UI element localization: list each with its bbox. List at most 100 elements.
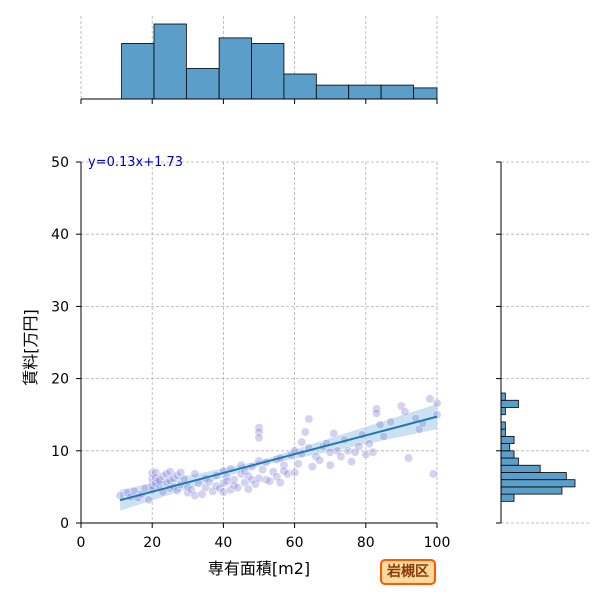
top-histogram-bar	[413, 87, 438, 100]
y-tick-label: 40	[51, 227, 69, 243]
right-histogram-bar	[500, 407, 506, 416]
right-histogram-bar	[500, 428, 506, 437]
y-tick-label: 10	[51, 444, 69, 460]
scatter-point	[354, 442, 364, 451]
scatter-point	[425, 394, 435, 404]
scatter-point	[300, 427, 310, 437]
scatter-point	[236, 469, 246, 479]
ward-label-badge: 岩槻区	[380, 559, 436, 585]
scatter-point	[332, 446, 342, 456]
scatter-point	[372, 408, 381, 418]
scatter-point	[154, 476, 164, 486]
regression-line	[119, 415, 438, 502]
scatter-point	[325, 460, 335, 470]
right-histogram-bar	[500, 421, 506, 430]
scatter-point	[343, 446, 353, 456]
scatter-point	[329, 429, 339, 438]
scatter-point	[400, 407, 410, 417]
scatter-point	[325, 447, 335, 457]
right-histogram-bar	[500, 450, 515, 459]
scatter-point	[222, 476, 232, 486]
scatter-point	[275, 478, 285, 488]
scatter-point	[404, 453, 413, 463]
scatter-point	[272, 472, 282, 482]
scatter-point	[396, 401, 406, 411]
regression-confidence-band	[120, 404, 437, 511]
scatter-point	[307, 462, 317, 472]
x-tick-label: 0	[77, 535, 86, 551]
scatter-point	[190, 469, 200, 479]
scatter-point	[364, 439, 374, 449]
scatter-point	[208, 486, 218, 496]
scatter-point	[336, 452, 346, 462]
scatter-point	[172, 486, 182, 495]
scatter-point	[297, 437, 307, 447]
x-tick-label: 40	[214, 535, 232, 551]
right-histogram-bar	[500, 479, 576, 488]
y-tick-label: 30	[51, 299, 69, 315]
scatter-point	[254, 433, 264, 443]
scatter-point	[201, 483, 211, 493]
scatter-point	[151, 468, 161, 477]
regression-equation-label: y=0.13x+1.73	[88, 155, 183, 170]
scatter-point	[414, 424, 424, 434]
right-histogram-bar	[500, 486, 563, 495]
right-histogram-bar	[500, 493, 515, 502]
scatter-point	[233, 483, 243, 493]
top-histogram-bar	[121, 43, 155, 100]
scatter-point	[186, 485, 196, 495]
scatter-point	[361, 449, 371, 459]
scatter-point	[428, 469, 438, 479]
scatter-point	[265, 476, 275, 486]
scatter-point	[215, 483, 225, 493]
scatter-point	[304, 414, 314, 424]
x-tick-label: 60	[286, 535, 304, 551]
top-histogram-bar	[153, 23, 187, 100]
right-histogram-bar	[500, 435, 515, 444]
scatter-point	[290, 468, 300, 477]
y-tick-label: 0	[60, 516, 69, 532]
top-histogram-bar	[380, 84, 414, 100]
top-histogram-bar	[315, 84, 350, 100]
right-histogram-bar	[500, 392, 506, 401]
scatter-point	[172, 470, 182, 480]
right-histogram-bar	[500, 457, 519, 466]
scatter-point	[293, 459, 303, 469]
scatter-point	[218, 487, 228, 497]
scatter-point	[258, 465, 268, 475]
y-axis-label: 賃料[万円]	[21, 309, 40, 386]
x-tick-label: 100	[424, 535, 451, 551]
scatter-point	[144, 495, 154, 505]
scatter-point	[268, 467, 278, 477]
right-histogram-bar	[500, 464, 541, 473]
scatter-point	[386, 417, 396, 427]
scatter-point	[315, 455, 324, 465]
scatter-point	[311, 452, 321, 462]
scatter-point	[432, 398, 442, 408]
x-tick-label: 80	[357, 535, 375, 551]
top-histogram-bar	[185, 68, 220, 100]
scatter-point	[254, 473, 264, 483]
scatter-point	[350, 447, 360, 457]
scatter-point	[190, 491, 200, 501]
top-histogram-bar	[283, 73, 317, 100]
scatter-point	[347, 457, 357, 467]
scatter-point	[243, 471, 253, 481]
y-tick-label: 50	[51, 155, 69, 171]
scatter-point	[279, 466, 289, 476]
right-histogram-bar	[500, 472, 567, 481]
scatter-point	[368, 447, 378, 457]
scatter-point	[140, 483, 150, 493]
top-histogram-bar	[348, 84, 382, 100]
right-histogram-bar	[500, 443, 511, 452]
scatter-point	[379, 431, 389, 441]
scatter-point	[169, 473, 179, 483]
scatter-point	[250, 479, 260, 489]
scatter-point	[375, 420, 385, 430]
top-histogram-bar	[218, 37, 252, 100]
top-histogram-bar	[251, 43, 285, 100]
right-histogram-bar	[500, 399, 519, 408]
x-axis-label: 専有面積[m2]	[208, 559, 310, 578]
